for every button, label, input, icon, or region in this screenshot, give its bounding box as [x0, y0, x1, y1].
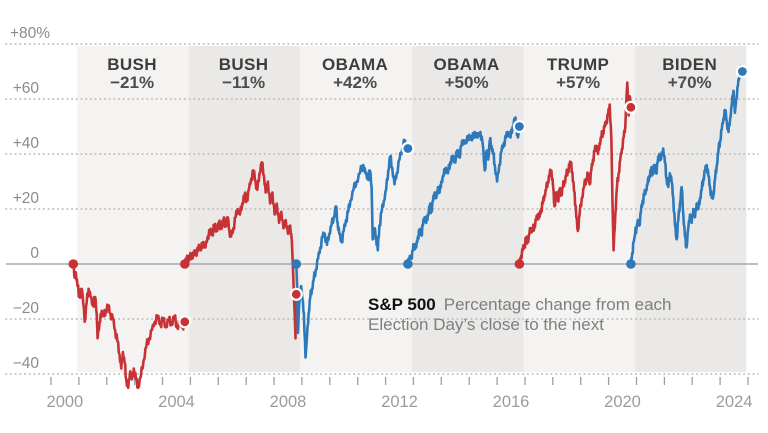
- series-line-bush-2000: [72, 262, 187, 390]
- term-change-obama-2012: +50%: [445, 73, 489, 92]
- start-dot-bush-2004: [180, 259, 190, 269]
- series-line-obama-2008: [295, 138, 410, 359]
- term-band-obama-2008: [300, 46, 412, 372]
- term-label-obama-2008: OBAMA: [322, 55, 388, 74]
- chart-annotation: S&P 500 Percentage change from each Elect…: [368, 295, 672, 335]
- end-dot-bush-2008: [289, 287, 303, 301]
- term-label-bush-2004: BUSH: [219, 55, 269, 74]
- term-change-obama-2008: +42%: [333, 73, 377, 92]
- start-dot-obama-2008: [291, 259, 302, 269]
- y-axis-label-60: +60: [13, 80, 40, 97]
- term-change-biden-2020: +70%: [668, 73, 712, 92]
- annotation-title: S&P 500: [368, 295, 436, 314]
- y-axis-label-80: +80%: [10, 25, 50, 42]
- series-line-bush-2004: [183, 161, 298, 340]
- x-axis-year-label-2012: 2012: [381, 393, 418, 411]
- y-axis-label-40: +40: [13, 135, 40, 152]
- y-axis-label--40: −40: [13, 355, 40, 372]
- x-axis-year-label-2020: 2020: [604, 393, 641, 411]
- start-dot-trump-2016: [514, 259, 525, 269]
- annotation-text-2: Election Day’s close to the next: [368, 315, 604, 334]
- annotation-line-1: S&P 500 Percentage change from each: [368, 295, 672, 315]
- end-dot-bush-2004: [178, 315, 192, 329]
- x-axis-year-label-2000: 2000: [47, 393, 84, 411]
- y-axis-label-20: +20: [13, 190, 40, 207]
- x-axis-year-label-2016: 2016: [493, 393, 530, 411]
- annotation-text-1: Percentage change from each: [443, 295, 672, 314]
- term-change-bush-2004: −11%: [222, 73, 265, 92]
- end-dot-obama-2016: [512, 119, 527, 134]
- term-label-trump-2016: TRUMP: [547, 55, 609, 74]
- x-axis-year-label-2004: 2004: [158, 393, 195, 411]
- term-label-bush-2000: BUSH: [107, 55, 157, 74]
- end-dot-trump-2020: [624, 100, 638, 114]
- end-dot-obama-2012: [401, 141, 415, 156]
- start-dot-bush-2000: [68, 259, 79, 269]
- series-line-biden-2020: [629, 64, 744, 266]
- x-axis-year-label-2008: 2008: [270, 393, 307, 411]
- start-dot-biden-2020: [626, 259, 636, 269]
- series-line-obama-2012: [406, 116, 521, 266]
- start-dot-obama-2012: [403, 259, 413, 269]
- term-label-obama-2012: OBAMA: [433, 55, 499, 74]
- term-band-biden-2020: [634, 46, 747, 372]
- end-dot-biden-2024: [735, 64, 750, 79]
- term-change-trump-2016: +57%: [556, 73, 600, 92]
- term-label-biden-2020: BIDEN: [662, 55, 717, 74]
- term-change-bush-2000: −21%: [110, 73, 154, 92]
- y-axis-label--20: −20: [13, 300, 40, 317]
- x-axis-year-label-2024: 2024: [716, 393, 753, 411]
- series-line-trump-2016: [518, 81, 633, 266]
- y-axis-label-0: 0: [30, 245, 39, 262]
